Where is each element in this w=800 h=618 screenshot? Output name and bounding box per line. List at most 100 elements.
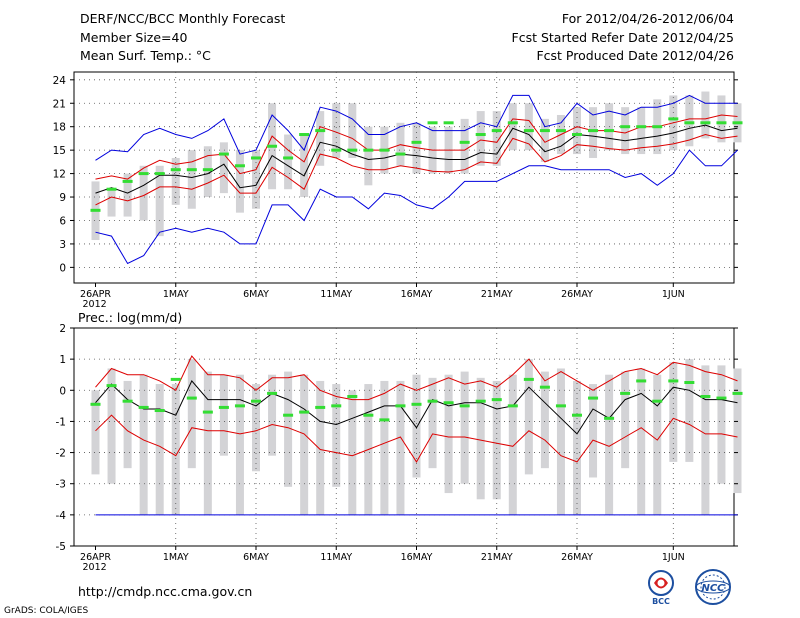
temp-xtick-sublabel: 2012 xyxy=(83,299,107,310)
prec-median-marker xyxy=(636,379,647,383)
source-url[interactable]: http://cmdp.ncc.cma.gov.cn xyxy=(78,584,253,599)
temp-line-lower xyxy=(95,133,738,206)
prec-median-marker xyxy=(154,409,165,413)
temp-spread-box xyxy=(460,118,469,174)
prec-median-marker xyxy=(475,399,486,403)
member-size: Member Size=40 xyxy=(80,30,188,45)
prec-spread-box xyxy=(348,390,357,515)
temp-spread-box xyxy=(235,150,244,213)
prec-spread-box xyxy=(332,384,341,487)
prec-median-marker xyxy=(700,395,711,399)
prec-spread-box xyxy=(540,371,549,469)
prec-median-marker xyxy=(363,413,374,417)
temp-spread-box xyxy=(187,150,196,209)
prec-median-marker xyxy=(588,396,599,400)
temp-line-mean xyxy=(95,124,738,194)
prec-median-marker xyxy=(411,402,422,406)
temp-spread-box xyxy=(589,107,598,158)
temp-median-marker xyxy=(539,129,550,133)
prec-ytick-label: 0 xyxy=(59,385,66,397)
prec-median-marker xyxy=(427,399,438,403)
temp-ytick-label: 3 xyxy=(59,239,66,251)
prec-spread-box xyxy=(316,380,325,515)
prec-ytick-label: -4 xyxy=(56,510,67,522)
temp-xtick-label: 21MAY xyxy=(481,289,513,300)
prec-median-marker xyxy=(218,405,229,409)
prec-median-marker xyxy=(491,398,502,402)
temp-median-marker xyxy=(170,168,181,172)
temp-ytick-label: 6 xyxy=(59,215,66,227)
temp-median-marker xyxy=(251,156,261,160)
temp-median-marker xyxy=(154,172,165,176)
prec-median-marker xyxy=(170,377,181,381)
temp-median-marker xyxy=(684,121,695,125)
temp-median-marker xyxy=(411,140,422,144)
temp-xtick-label: 16MAY xyxy=(401,289,433,300)
temp-median-marker xyxy=(700,121,711,125)
temp-spread-box xyxy=(621,107,630,155)
temp-spread-box xyxy=(717,95,726,143)
temp-median-marker xyxy=(636,125,647,129)
prec-median-marker xyxy=(732,391,743,395)
prec-median-marker xyxy=(507,404,518,408)
temp-spread-box xyxy=(332,103,341,158)
temp-median-marker xyxy=(716,121,727,125)
temp-median-marker xyxy=(427,121,438,125)
variable-label: Mean Surf. Temp.: °C xyxy=(80,48,211,63)
temp-median-marker xyxy=(668,117,679,121)
prec-spread-box xyxy=(556,368,565,515)
prec-spread-box xyxy=(508,374,517,515)
prec-spread-box xyxy=(476,377,485,500)
prec-median-marker xyxy=(331,404,342,408)
temp-spread-box xyxy=(476,111,485,166)
prec-spread-box xyxy=(203,371,212,515)
prec-ytick-label: -5 xyxy=(56,541,66,553)
temp-spread-box xyxy=(252,150,260,209)
temp-spread-box xyxy=(348,103,357,158)
prec-median-marker xyxy=(604,416,615,420)
temp-ytick-label: 24 xyxy=(53,75,67,87)
temp-spread-box xyxy=(508,103,517,151)
prec-median-marker xyxy=(90,402,101,406)
prec-xtick-label: 26APR xyxy=(80,552,111,563)
prec-spread-box xyxy=(733,368,742,494)
prec-spread-box xyxy=(717,365,726,484)
prec-spread-box xyxy=(573,380,581,515)
prec-median-marker xyxy=(379,418,390,422)
prec-spread-box xyxy=(605,374,614,515)
prec-spread-box xyxy=(460,371,469,484)
prec-median-marker xyxy=(234,404,245,408)
temp-median-marker xyxy=(523,129,534,133)
temp-spread-box xyxy=(316,111,325,166)
prec-spread-box xyxy=(669,362,678,462)
temp-median-marker xyxy=(572,133,582,137)
temp-median-marker xyxy=(652,125,663,129)
prec-ytick-label: 1 xyxy=(59,354,66,366)
temp-median-marker xyxy=(620,125,631,129)
prec-xtick-label: 1MAY xyxy=(163,552,189,563)
temp-frame xyxy=(73,71,735,284)
prec-xtick-sublabel: 2012 xyxy=(83,562,107,573)
prec-median-marker xyxy=(138,405,149,409)
temp-spread-box xyxy=(300,134,309,198)
started-refer-date: Fcst Started Refer Date 2012/04/25 xyxy=(511,30,735,45)
temp-line-upper xyxy=(95,114,738,180)
prec-spread-box xyxy=(701,365,710,515)
temp-spread-box xyxy=(139,165,148,221)
temp-xtick-label: 6MAY xyxy=(243,289,269,300)
prec-line-upper xyxy=(95,355,738,401)
prec-median-marker xyxy=(299,410,310,414)
temp-median-marker xyxy=(443,121,454,125)
temp-median-marker xyxy=(395,152,406,156)
temp-xtick-label: 26APR xyxy=(80,289,111,300)
prec-spread-box xyxy=(284,371,293,487)
temp-xtick-label: 1JUN xyxy=(662,289,685,300)
temp-ytick-label: 18 xyxy=(53,122,66,134)
temp-median-marker xyxy=(90,208,101,212)
temp-spread-box xyxy=(107,189,116,217)
temp-xtick-label: 26MAY xyxy=(561,289,593,300)
prec-median-marker xyxy=(572,413,582,417)
temp-spread-box xyxy=(155,165,164,237)
prec-spread-box xyxy=(155,384,164,515)
